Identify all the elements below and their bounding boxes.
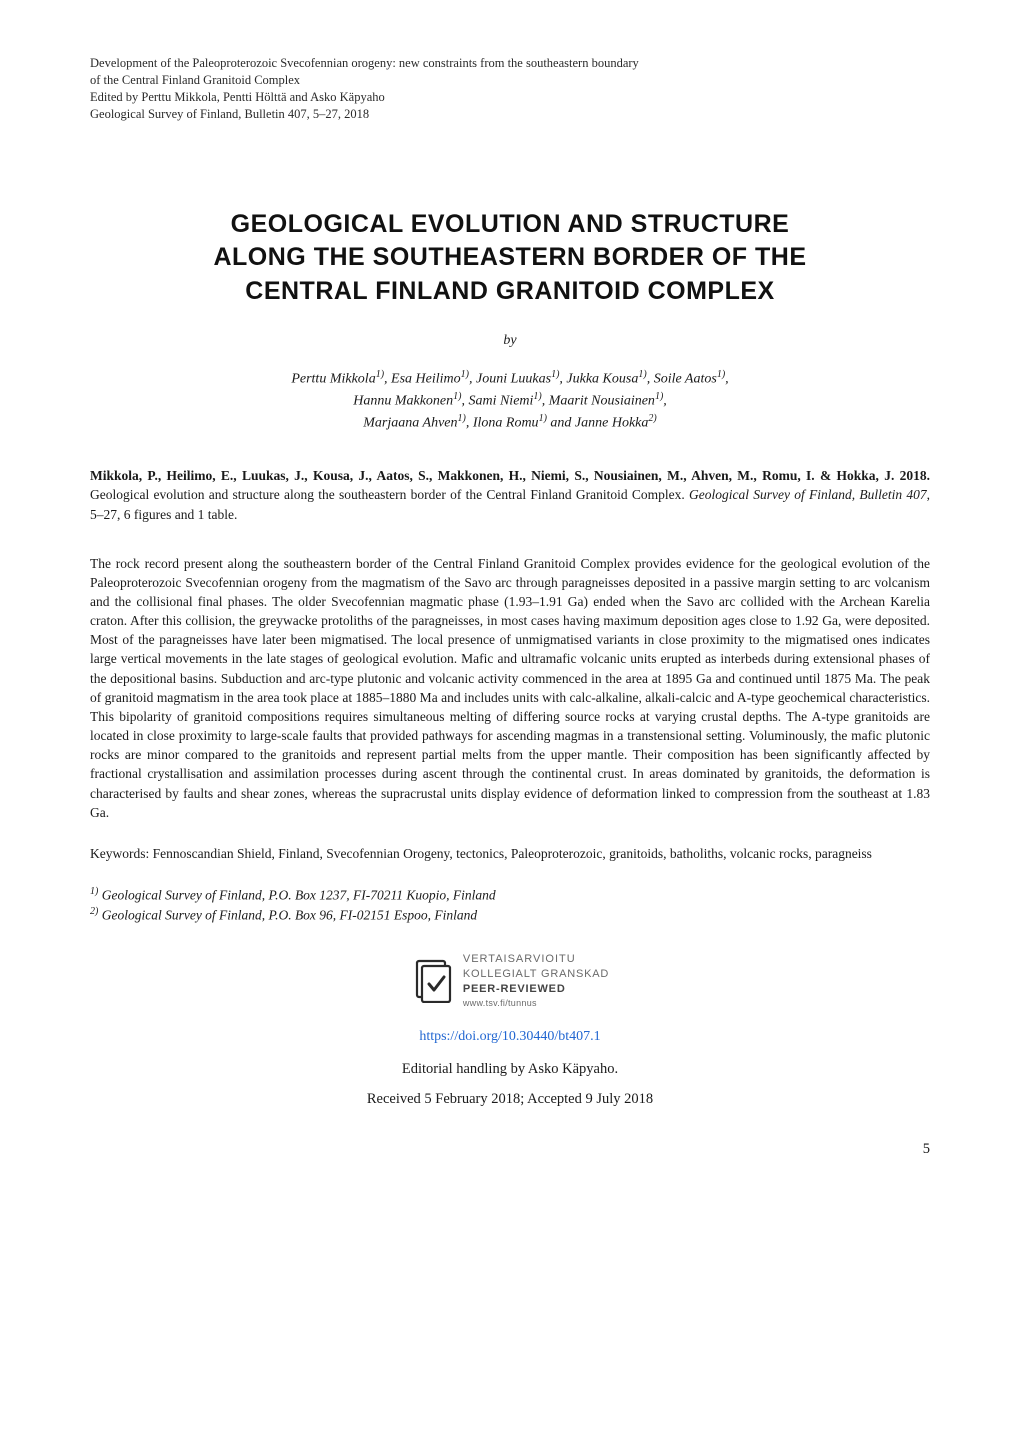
affiliation-sup: 1) (461, 369, 469, 380)
affiliation-sup: 1) (539, 413, 547, 424)
article-title: GEOLOGICAL EVOLUTION AND STRUCTURE ALONG… (90, 208, 930, 309)
header-line: of the Central Finland Granitoid Complex (90, 72, 930, 89)
page-number: 5 (90, 1139, 930, 1159)
citation-block: Mikkola, P., Heilimo, E., Luukas, J., Ko… (90, 466, 930, 523)
citation-authors: Mikkola, P., Heilimo, E., Luukas, J., Ko… (90, 468, 930, 483)
peer-review-badge: VERTAISARVIOITU KOLLEGIALT GRANSKAD PEER… (90, 952, 930, 1009)
abstract-text: The rock record present along the southe… (90, 554, 930, 822)
author-name: and Janne Hokka (547, 416, 648, 431)
author-name: , Jukka Kousa (559, 372, 638, 387)
affiliation-sup: 1) (90, 886, 98, 897)
author-name: Perttu Mikkola (291, 372, 375, 387)
doi-container: https://doi.org/10.30440/bt407.1 (90, 1027, 930, 1047)
author-sep: , (725, 372, 729, 387)
editorial-handling: Editorial handling by Asko Käpyaho. (90, 1059, 930, 1079)
author-name: , Ilona Romu (466, 416, 539, 431)
header-line: Geological Survey of Finland, Bulletin 4… (90, 106, 930, 123)
citation-journal: Geological Survey of Finland, Bulletin 4… (689, 487, 927, 502)
affiliation-sup: 1) (458, 413, 466, 424)
affiliation-text: Geological Survey of Finland, P.O. Box 9… (102, 907, 477, 922)
citation-title: Geological evolution and structure along… (90, 487, 689, 502)
by-label: by (90, 331, 930, 351)
affiliations-block: 1) Geological Survey of Finland, P.O. Bo… (90, 885, 930, 924)
affiliation-sup: 1) (717, 369, 725, 380)
header-line: Edited by Perttu Mikkola, Pentti Hölttä … (90, 89, 930, 106)
keywords-text: Keywords: Fennoscandian Shield, Finland,… (90, 844, 930, 863)
badge-line: VERTAISARVIOITU (463, 952, 609, 967)
header-line: Development of the Paleoproterozoic Svec… (90, 55, 930, 72)
peer-review-icon (411, 959, 455, 1003)
title-line: GEOLOGICAL EVOLUTION AND STRUCTURE (231, 210, 790, 238)
received-accepted: Received 5 February 2018; Accepted 9 Jul… (90, 1089, 930, 1109)
affiliation-text: Geological Survey of Finland, P.O. Box 1… (102, 888, 496, 903)
author-name: , Jouni Luukas (469, 372, 551, 387)
author-name: , Soile Aatos (647, 372, 717, 387)
badge-text-block: VERTAISARVIOITU KOLLEGIALT GRANSKAD PEER… (463, 952, 609, 1009)
author-name: Marjaana Ahven (363, 416, 457, 431)
title-line: ALONG THE SOUTHEASTERN BORDER OF THE (213, 243, 806, 271)
title-line: CENTRAL FINLAND GRANITOID COMPLEX (245, 277, 774, 305)
affiliation-line: 2) Geological Survey of Finland, P.O. Bo… (90, 905, 930, 925)
badge-url: www.tsv.fi/tunnus (463, 997, 609, 1009)
author-name: , Esa Heilimo (384, 372, 461, 387)
affiliation-sup: 1) (533, 391, 541, 402)
affiliation-sup: 1) (638, 369, 646, 380)
journal-header: Development of the Paleoproterozoic Svec… (90, 55, 930, 123)
author-sep: , (663, 394, 667, 409)
affiliation-sup: 2) (90, 906, 98, 917)
doi-link[interactable]: https://doi.org/10.30440/bt407.1 (419, 1029, 600, 1044)
author-name: , Maarit Nousiainen (542, 394, 655, 409)
affiliation-sup: 2) (648, 413, 656, 424)
affiliation-line: 1) Geological Survey of Finland, P.O. Bo… (90, 885, 930, 905)
author-name: Hannu Makkonen (353, 394, 453, 409)
affiliation-sup: 1) (376, 369, 384, 380)
author-name: , Sami Niemi (461, 394, 533, 409)
authors-block: Perttu Mikkola1), Esa Heilimo1), Jouni L… (90, 368, 930, 434)
badge-line: KOLLEGIALT GRANSKAD (463, 967, 609, 982)
badge-line: PEER-REVIEWED (463, 982, 609, 997)
